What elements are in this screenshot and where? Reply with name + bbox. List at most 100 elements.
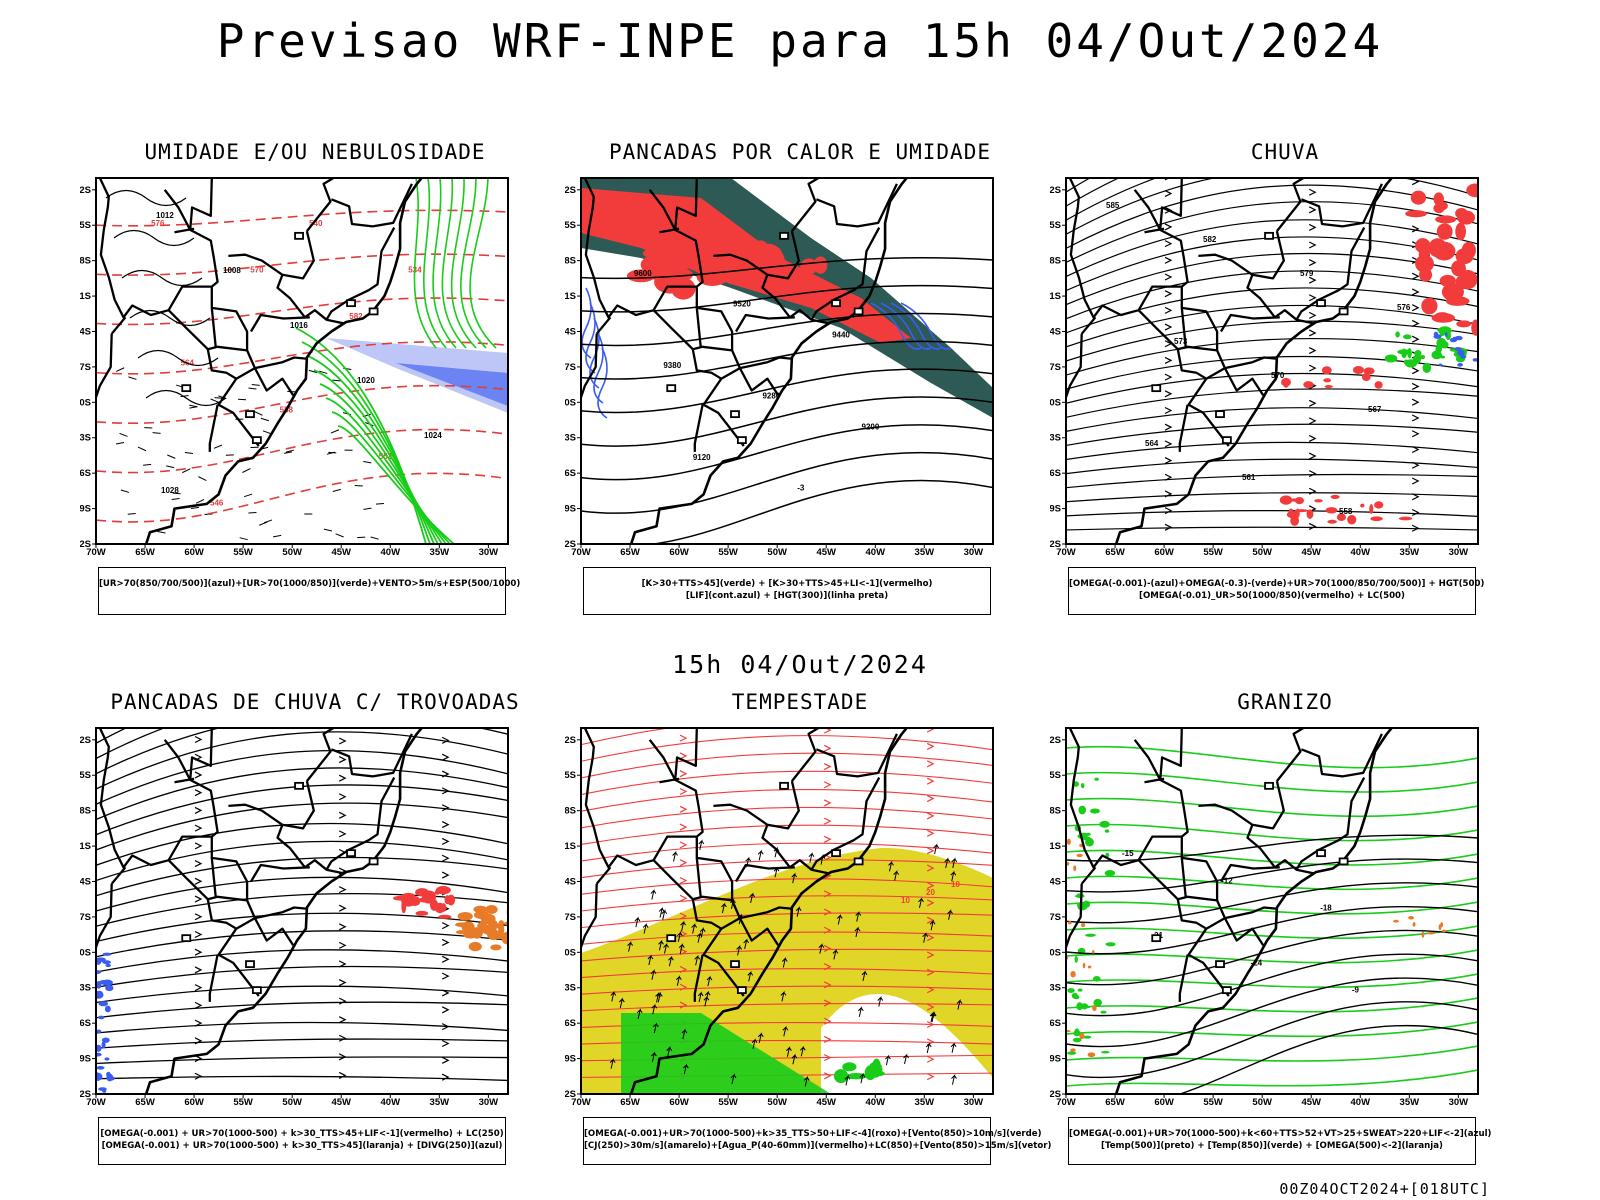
storm-orange xyxy=(468,941,482,952)
divergence-blue xyxy=(101,1037,110,1043)
political-border xyxy=(206,898,237,930)
streamline xyxy=(96,1001,508,1019)
contour-line xyxy=(96,341,508,375)
omega-orange xyxy=(1393,919,1399,923)
temp850-contour xyxy=(1066,1069,1478,1087)
lat-label: 12S xyxy=(565,735,576,746)
legend-line: [OMEGA(-0.001)-(azul)+OMEGA(-0.3)-(verde… xyxy=(1069,579,1485,589)
wind-arrow xyxy=(157,530,166,534)
rain-red xyxy=(1415,254,1434,273)
contour-line xyxy=(96,428,508,474)
stream-arrow xyxy=(338,941,347,949)
wind-arrow xyxy=(652,1022,659,1034)
map-content: 585 582 579 576 573 570 567 564 561 558 xyxy=(1066,178,1478,544)
omega-areas xyxy=(1066,838,1447,1068)
coastline xyxy=(1114,728,1394,1094)
wind-arrow xyxy=(198,476,207,482)
map-content: 10 20 10 xyxy=(581,728,993,1094)
wind-arrow xyxy=(656,991,663,1003)
contour-line xyxy=(1066,882,1478,924)
streamline xyxy=(1066,236,1478,292)
green-cell xyxy=(1085,837,1094,847)
rain-green xyxy=(1407,348,1412,359)
stream-arrow xyxy=(1411,335,1420,343)
rain-red xyxy=(1306,509,1314,519)
omega-orange xyxy=(1412,922,1416,927)
green-cell xyxy=(1085,832,1091,836)
precip-areas xyxy=(1279,183,1478,526)
wind-arrow xyxy=(127,513,136,515)
lif-contour xyxy=(581,287,592,359)
stream-arrow xyxy=(1164,273,1173,281)
political-border xyxy=(738,917,780,946)
green-cell xyxy=(1080,782,1085,789)
storm-orange xyxy=(503,921,508,926)
lon-label: 55W xyxy=(1203,547,1223,558)
wind-arrow xyxy=(721,902,727,914)
omega-orange xyxy=(1421,931,1425,938)
political-border xyxy=(674,178,745,447)
stream-arrow xyxy=(679,805,688,813)
wind-arrow xyxy=(335,533,344,538)
contour-line xyxy=(581,340,993,380)
stream-arrow xyxy=(823,944,832,952)
lake-marker xyxy=(1316,299,1326,308)
green-area xyxy=(621,1013,831,1094)
streamline xyxy=(96,802,508,851)
wind-arrow xyxy=(903,1053,909,1065)
stream-arrow xyxy=(926,968,935,976)
red-cell xyxy=(642,249,661,258)
stream-arrow xyxy=(679,983,688,991)
lon-label: 35W xyxy=(1400,1097,1420,1108)
lon-label: 35W xyxy=(1400,547,1420,558)
lat-label: 27S xyxy=(80,362,91,373)
wind-arrow xyxy=(877,995,884,1007)
political-border xyxy=(810,227,881,321)
stream-arrow xyxy=(1164,323,1173,331)
green-cell xyxy=(1100,1010,1107,1014)
lon-label: 30W xyxy=(479,1097,499,1108)
map-svg: 5765705825645585525465405341012100810161… xyxy=(80,177,509,558)
red-cell xyxy=(723,259,747,279)
rain-green xyxy=(1419,355,1426,360)
stream-arrow xyxy=(194,984,203,992)
streamline xyxy=(1066,337,1478,376)
lon-label: 70W xyxy=(1056,547,1076,558)
wind-arrow xyxy=(682,1063,689,1075)
lat-label: 12S xyxy=(565,185,576,196)
contour-line xyxy=(581,368,993,414)
map-frame xyxy=(95,727,509,1095)
lat-label: 27S xyxy=(565,912,576,923)
stream-arrow xyxy=(195,719,201,725)
lon-label: 70W xyxy=(571,1097,591,1108)
contour-line xyxy=(1066,905,1478,955)
stream-arrow xyxy=(194,824,203,832)
stream-arrow xyxy=(442,690,448,693)
lon-label: 35W xyxy=(915,547,935,558)
lon-label: 55W xyxy=(718,1097,738,1108)
map-content: 5765705825645585525465405341012100810161… xyxy=(96,178,508,544)
stream-arrow xyxy=(194,930,203,939)
rain-red xyxy=(1455,274,1475,288)
green-contour xyxy=(469,178,497,349)
streamline xyxy=(581,728,584,729)
lat-label: 42S xyxy=(565,1089,576,1100)
streamline xyxy=(96,1021,508,1034)
run-timestamp: 00Z04OCT2024+[018UTC] xyxy=(1279,1180,1490,1198)
wind-arrow xyxy=(610,990,617,1002)
rain-red xyxy=(1361,372,1371,382)
wind-arrow xyxy=(855,910,862,922)
wind-arrow xyxy=(730,1073,737,1085)
streamline xyxy=(1066,178,1158,221)
political-border xyxy=(691,898,722,930)
map-content: 9600 9520 9440 9380 9280 9200 9120 -3 xyxy=(581,178,993,544)
green-cell xyxy=(1094,777,1099,781)
rain-red xyxy=(1370,516,1383,522)
wind-arrow xyxy=(663,942,669,954)
axis-labels: 12S 15S 18S 21S 24S 27S 30S 33S 36S 39S 42S70W 65W 6… xyxy=(1050,185,1468,558)
lake-marker xyxy=(1221,986,1232,995)
political-border xyxy=(1276,728,1304,782)
stream-arrow xyxy=(823,1072,832,1080)
legend-line: [CJ(250)>30m/s](amarelo)+[Agua_P(40-60mm… xyxy=(584,1141,1052,1151)
stream-arrow xyxy=(926,864,935,872)
